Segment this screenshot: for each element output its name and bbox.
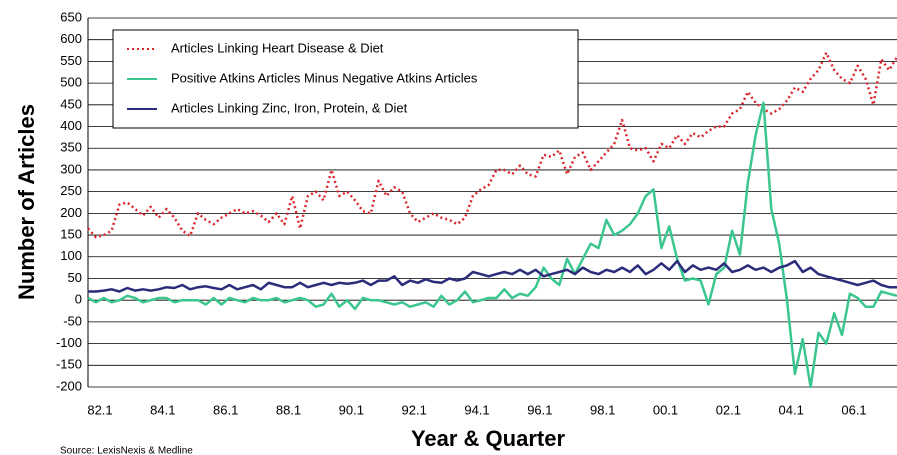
x-tick-label: 06.1: [841, 402, 866, 417]
x-tick-label: 86.1: [213, 402, 238, 417]
legend-label: Positive Atkins Articles Minus Negative …: [171, 70, 478, 85]
x-tick-label: 04.1: [779, 402, 804, 417]
y-tick-label: 100: [60, 248, 82, 263]
y-tick-label: -200: [56, 378, 82, 393]
x-tick-label: 96.1: [527, 402, 552, 417]
legend-label: Articles Linking Heart Disease & Diet: [171, 40, 384, 55]
x-tick-label: 90.1: [339, 402, 364, 417]
x-tick-label: 88.1: [276, 402, 301, 417]
y-tick-label: 650: [60, 9, 82, 24]
y-tick-label: 500: [60, 75, 82, 90]
x-tick-label: 02.1: [716, 402, 741, 417]
source-note: Source: LexisNexis & Medline: [60, 446, 193, 455]
y-tick-label: 250: [60, 183, 82, 198]
x-tick-label: 82.1: [87, 402, 112, 417]
x-tick-label: 84.1: [150, 402, 175, 417]
y-tick-label: 600: [60, 31, 82, 46]
series-line: [88, 259, 897, 293]
y-tick-label: 400: [60, 118, 82, 133]
x-tick-label: 00.1: [653, 402, 678, 417]
x-tick-label: 92.1: [402, 402, 427, 417]
y-tick-label: 550: [60, 53, 82, 68]
y-tick-label: -50: [63, 313, 82, 328]
legend: Articles Linking Heart Disease & Diet Pos…: [112, 29, 579, 129]
legend-label: Articles Linking Zinc, Iron, Protein, & …: [171, 100, 408, 115]
x-tick-label: 98.1: [590, 402, 615, 417]
y-tick-label: 300: [60, 161, 82, 176]
x-axis-label: Year & Quarter: [411, 426, 566, 451]
y-axis-label: Number of Articles: [14, 104, 39, 300]
y-tick-label: 0: [75, 292, 82, 307]
y-tick-label: -100: [56, 335, 82, 350]
y-tick-label: -150: [56, 357, 82, 372]
y-tick-label: 50: [68, 270, 82, 285]
y-tick-label: 450: [60, 96, 82, 111]
y-tick-label: 200: [60, 205, 82, 220]
y-tick-label: 350: [60, 140, 82, 155]
y-tick-label: 150: [60, 226, 82, 241]
legend-box: [112, 29, 579, 129]
series-line: [87, 101, 897, 389]
x-tick-label: 94.1: [464, 402, 489, 417]
